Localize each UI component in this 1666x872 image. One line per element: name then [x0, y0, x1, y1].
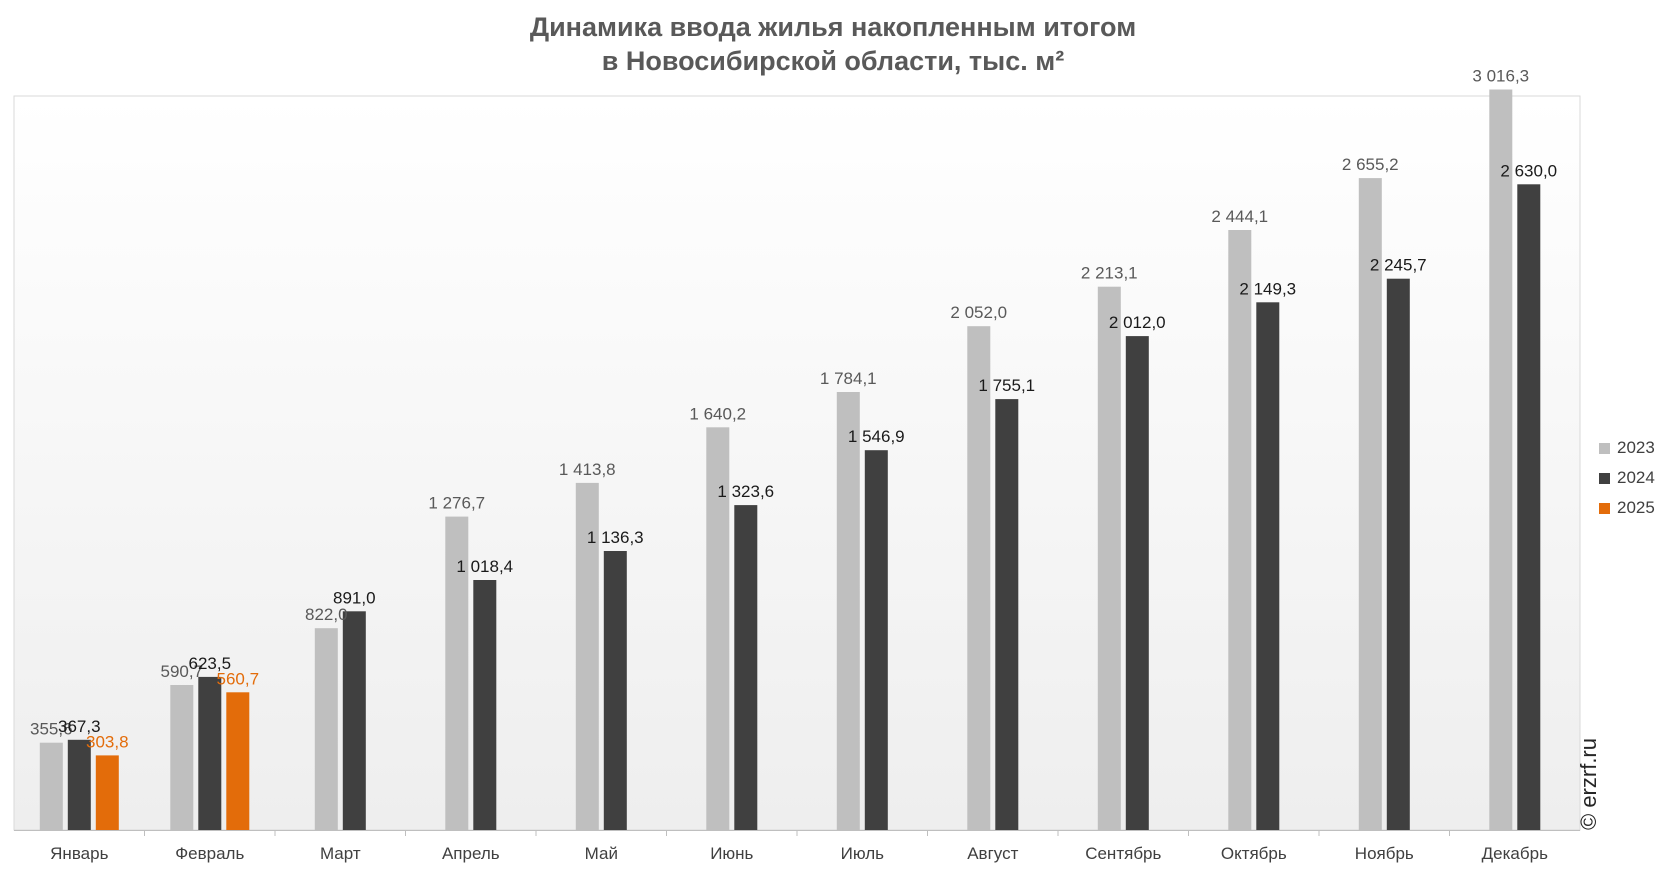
bar-2024-9 [1125, 336, 1149, 830]
x-axis-label-10: Октябрь [1221, 844, 1287, 863]
bar-2023-12 [1489, 89, 1513, 830]
data-label-2024-8: 1 755,1 [978, 376, 1035, 395]
data-label-2024-7: 1 546,9 [848, 427, 905, 446]
x-axis-label-7: Июль [841, 844, 885, 863]
data-label-2023-8: 2 052,0 [950, 303, 1007, 322]
bar-2024-5 [603, 551, 627, 830]
x-axis-labels: Январь Февраль Март Апрель Май Июнь Июль Август… [50, 844, 1548, 863]
data-label-2023-11: 2 655,2 [1342, 155, 1399, 174]
data-label-2023-2: 590,7 [161, 662, 204, 681]
bar-2024-2 [198, 676, 222, 830]
x-axis-label-1: Январь [50, 844, 108, 863]
bars-group [39, 89, 1541, 831]
data-label-2024-5: 1 136,3 [587, 528, 644, 547]
legend-swatch-2025 [1599, 502, 1610, 514]
bar-2024-6 [734, 505, 758, 830]
x-axis-label-11: Ноябрь [1355, 844, 1414, 863]
data-label-2024-6: 1 323,6 [717, 482, 774, 501]
data-label-2024-9: 2 012,0 [1109, 313, 1166, 332]
data-label-2023-4: 1 276,7 [428, 494, 485, 513]
data-label-2024-3: 891,0 [333, 588, 376, 607]
legend-label-2024: 2024 [1617, 468, 1655, 487]
data-label-2024-11: 2 245,7 [1370, 256, 1427, 275]
legend-swatch-2023 [1599, 442, 1610, 454]
legend-item-2024: 2024 [1599, 463, 1655, 493]
x-axis-label-9: Сентябрь [1085, 844, 1161, 863]
chart-title-line2: в Новосибирской области, тыс. м² [601, 46, 1065, 76]
bar-2024-11 [1386, 278, 1410, 830]
bar-2024-7 [864, 450, 888, 830]
bar-2023-4 [445, 516, 469, 830]
data-label-2023-6: 1 640,2 [689, 404, 746, 423]
x-axis-label-8: Август [967, 844, 1018, 863]
data-label-2024-2: 623,5 [189, 654, 232, 673]
x-axis-ticks [144, 830, 1450, 836]
legend: 2023 2024 2025 [1599, 433, 1655, 523]
legend-item-2025: 2025 [1599, 493, 1655, 523]
legend-swatch-2024 [1599, 472, 1610, 484]
bar-2025-2 [226, 692, 250, 830]
bar-2023-3 [314, 628, 338, 830]
bar-2024-3 [342, 611, 366, 830]
x-axis-label-3: Март [320, 844, 361, 863]
data-label-2025-2: 560,7 [217, 669, 260, 688]
bar-2023-11 [1358, 178, 1382, 831]
plot-area [13, 95, 1581, 831]
watermark: © erzrf.ru [1576, 738, 1601, 830]
bar-2023-8 [967, 326, 991, 830]
legend-label-2025: 2025 [1617, 498, 1655, 517]
data-label-2023-3: 822,0 [305, 605, 348, 624]
bar-2023-7 [836, 392, 860, 830]
legend-label-2023: 2023 [1617, 438, 1655, 457]
x-axis-label-5: Май [585, 844, 618, 863]
bar-2024-10 [1256, 302, 1280, 830]
data-label-2023-9: 2 213,1 [1081, 264, 1138, 283]
data-label-2023-5: 1 413,8 [559, 460, 616, 479]
x-axis-label-4: Апрель [442, 844, 500, 863]
bar-2024-8 [995, 399, 1019, 830]
bar-2023-9 [1097, 286, 1121, 830]
data-label-2024-1: 367,3 [58, 717, 101, 736]
data-label-2024-10: 2 149,3 [1239, 279, 1296, 298]
bar-2024-12 [1517, 184, 1541, 831]
data-label-2023-12: 3 016,3 [1472, 67, 1529, 86]
bar-2025-1 [95, 755, 119, 830]
bar-2024-4 [473, 580, 497, 830]
chart-title-line1: Динамика ввода жилья накопленным итогом [529, 12, 1137, 42]
bar-2023-2 [170, 685, 194, 830]
bar-2023-5 [575, 482, 599, 830]
x-axis-label-12: Декабрь [1482, 844, 1548, 863]
data-label-2023-1: 355,6 [30, 720, 73, 739]
data-label-2024-12: 2 630,0 [1500, 161, 1557, 180]
data-label-2024-4: 1 018,4 [456, 557, 513, 576]
bar-2023-10 [1228, 230, 1252, 830]
data-label-2023-7: 1 784,1 [820, 369, 877, 388]
chart-title: Динамика ввода жилья накопленным итогом … [0, 10, 1666, 78]
x-axis-label-6: Июнь [710, 844, 753, 863]
legend-item-2023: 2023 [1599, 433, 1655, 463]
data-label-2025-1: 303,8 [86, 732, 129, 751]
bar-2023-1 [39, 742, 63, 830]
bar-2024-1 [67, 739, 91, 830]
x-axis-label-2: Февраль [175, 844, 244, 863]
data-label-2023-10: 2 444,1 [1211, 207, 1268, 226]
bar-2023-6 [706, 427, 730, 830]
